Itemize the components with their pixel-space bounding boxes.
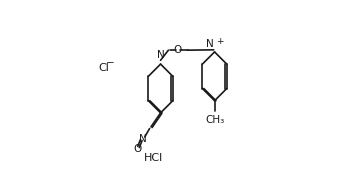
- Text: −: −: [106, 58, 115, 68]
- Text: N: N: [157, 50, 164, 60]
- Text: N: N: [206, 39, 214, 49]
- Text: O: O: [174, 45, 182, 55]
- Text: N: N: [139, 134, 147, 144]
- Text: CH₃: CH₃: [205, 115, 224, 125]
- Text: Cl: Cl: [99, 63, 110, 73]
- Text: +: +: [216, 37, 223, 46]
- Text: HCl: HCl: [144, 153, 163, 163]
- Text: O: O: [134, 144, 142, 154]
